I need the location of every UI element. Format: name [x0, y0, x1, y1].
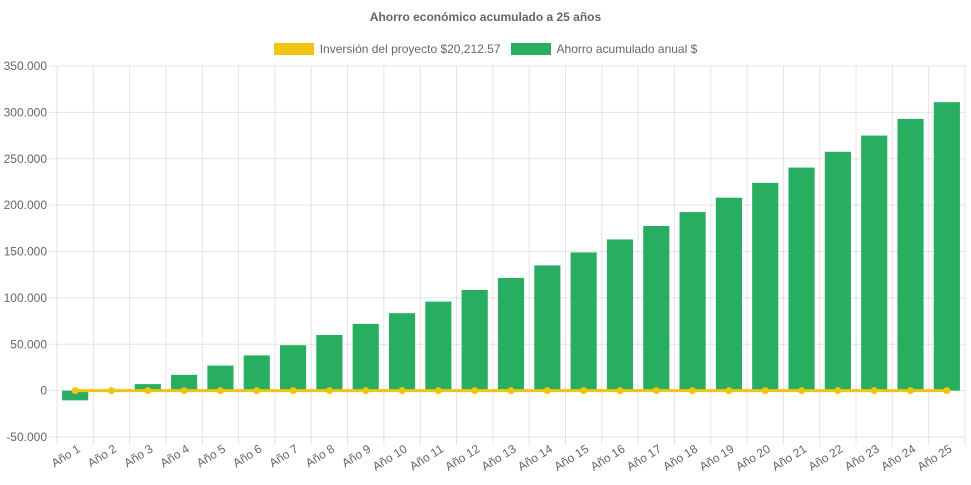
bar-ahorro-21: [788, 167, 815, 391]
y-tick-label: 150.000: [4, 245, 48, 259]
x-tick-label: Año 23: [842, 442, 882, 474]
x-tick-label: Año 6: [230, 441, 264, 470]
bar-ahorro-7: [280, 345, 307, 391]
point-inversion-16: [616, 387, 624, 395]
y-tick-label: 350.000: [4, 59, 48, 73]
y-tick-label: -50.000: [6, 430, 47, 444]
bar-ahorro-22: [824, 151, 851, 391]
x-tick-label: Año 1: [49, 441, 83, 470]
point-inversion-13: [507, 387, 515, 395]
x-tick-label: Año 11: [407, 442, 446, 474]
point-inversion-24: [907, 387, 915, 395]
x-tick-label: Año 19: [697, 442, 737, 474]
point-inversion-19: [725, 387, 733, 395]
legend-label-ahorro: Ahorro acumulado anual $: [556, 42, 698, 56]
x-tick-label: Año 16: [588, 442, 628, 474]
x-tick-label: Año 15: [552, 442, 592, 474]
chart-title: Ahorro económico acumulado a 25 años: [369, 10, 602, 24]
x-tick-label: Año 18: [661, 442, 701, 474]
point-inversion-8: [325, 387, 333, 395]
bar-ahorro-1: [62, 390, 89, 401]
legend-label-inversion: Inversión del proyecto $20,212.57: [319, 42, 501, 56]
point-inversion-11: [434, 387, 442, 395]
legend-swatch-inversion: [273, 43, 314, 55]
bar-ahorro-5: [207, 365, 234, 391]
y-tick-label: 250.000: [4, 152, 48, 166]
x-tick-label: Año 4: [158, 441, 192, 470]
point-inversion-20: [761, 387, 769, 395]
legend-swatch-ahorro: [510, 43, 551, 55]
y-tick-label: 100.000: [4, 291, 48, 305]
point-inversion-1: [71, 387, 79, 395]
bar-ahorro-4: [171, 374, 198, 391]
x-tick-label: Año 14: [515, 442, 555, 474]
x-tick-label: Año 21: [769, 442, 809, 474]
bar-ahorro-6: [243, 355, 270, 391]
x-tick-label: Año 13: [479, 442, 519, 474]
y-tick-label: 50.000: [10, 337, 47, 351]
bar-ahorro-23: [861, 135, 888, 391]
x-tick-label: Año 5: [194, 441, 228, 470]
bar-ahorro-15: [570, 252, 597, 391]
point-inversion-10: [398, 387, 406, 395]
x-tick-label: Año 7: [267, 441, 301, 470]
point-inversion-9: [362, 387, 370, 395]
legend-item-inversion[interactable]: Inversión del proyecto $20,212.57: [273, 42, 501, 56]
bar-ahorro-13: [497, 277, 525, 391]
point-inversion-25: [943, 387, 951, 395]
point-inversion-17: [652, 387, 660, 395]
bar-ahorro-10: [388, 313, 416, 391]
x-tick-label: Año 25: [915, 442, 955, 474]
point-inversion-6: [253, 387, 261, 395]
bar-ahorro-25: [933, 102, 960, 391]
point-inversion-23: [870, 387, 878, 395]
legend-item-ahorro[interactable]: Ahorro acumulado anual $: [510, 42, 698, 56]
point-inversion-12: [471, 387, 479, 395]
x-tick-label: Año 20: [733, 442, 773, 474]
point-inversion-21: [798, 387, 806, 395]
x-tick-label: Año 22: [806, 442, 846, 474]
bar-ahorro-19: [715, 197, 742, 391]
bar-ahorro-17: [643, 225, 670, 391]
point-inversion-15: [580, 387, 588, 395]
x-tick-label: Año 3: [121, 441, 155, 470]
x-tick-label: Año 17: [624, 442, 664, 474]
bar-ahorro-9: [352, 323, 379, 391]
x-tick-label: Año 10: [370, 442, 410, 474]
bar-ahorro-8: [316, 334, 343, 391]
y-tick-label: 200.000: [4, 198, 48, 212]
point-inversion-7: [289, 387, 297, 395]
bar-ahorro-12: [461, 289, 488, 391]
bar-ahorro-16: [606, 239, 634, 391]
point-inversion-4: [180, 387, 188, 395]
bar-ahorro-24: [897, 118, 924, 391]
bar-ahorro-18: [679, 212, 706, 391]
x-tick-label: Año 9: [339, 441, 373, 470]
x-tick-label: Año 8: [303, 441, 337, 470]
bar-ahorro-20: [752, 182, 779, 391]
point-inversion-22: [834, 387, 842, 395]
x-tick-label: Año 12: [443, 442, 483, 474]
point-inversion-5: [216, 387, 224, 395]
bar-ahorro-11: [425, 301, 452, 391]
point-inversion-3: [144, 387, 152, 395]
point-inversion-18: [689, 387, 697, 395]
y-tick-label: 300.000: [4, 105, 48, 119]
chart-legend: Inversión del proyecto $20,212.57 Ahorro…: [0, 42, 971, 56]
point-inversion-14: [543, 387, 551, 395]
point-inversion-2: [107, 387, 115, 395]
y-tick-label: 0: [40, 384, 47, 398]
bar-ahorro-14: [534, 265, 561, 391]
x-tick-label: Año 24: [878, 442, 918, 474]
x-tick-label: Año 2: [85, 441, 119, 470]
